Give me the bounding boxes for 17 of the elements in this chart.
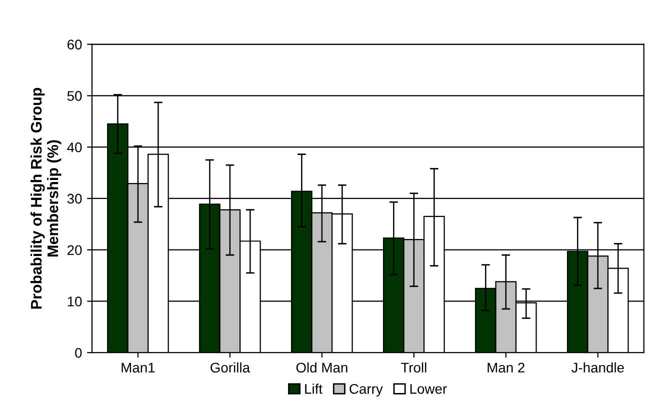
legend-label: Lower [410, 384, 447, 394]
x-tick-label: Gorilla [210, 362, 250, 373]
y-tick-label: 10 [68, 296, 82, 306]
x-tick-label: J-handle [571, 362, 624, 373]
y-tick-label: 20 [68, 245, 82, 256]
y-tick-label: 0 [75, 348, 82, 358]
y-tick-label: 30 [67, 194, 82, 204]
legend-label: Carry [350, 384, 383, 397]
x-tick-label: Troll [400, 362, 426, 373]
y-tick-label: 60 [68, 40, 82, 50]
y-tick-label: 40 [67, 142, 82, 152]
y-axis-title: Probability of High Risk Group Membership (%) [30, 88, 62, 309]
legend-label: Lift [305, 384, 322, 394]
x-tick-label: Man 2 [488, 362, 524, 373]
y-tick-label: 50 [67, 91, 82, 101]
x-tick-label: Old Man [296, 362, 348, 373]
x-tick-label: Man1 [122, 362, 155, 373]
